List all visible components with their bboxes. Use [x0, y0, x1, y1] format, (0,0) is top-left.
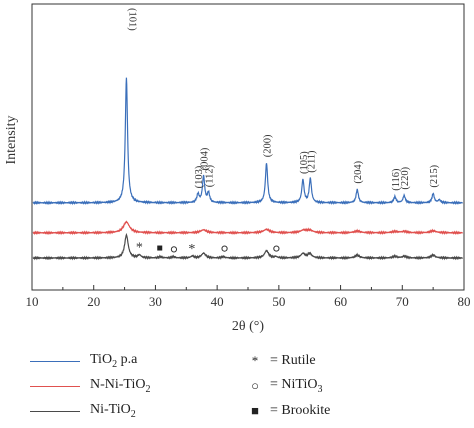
legend-label-ni-tio2: Ni-TiO2	[90, 402, 136, 420]
legend-item-ni-tio2: Ni-TiO2	[30, 400, 136, 422]
x-tick-label-80: 80	[458, 294, 471, 309]
y-axis-label: Intensity	[4, 116, 19, 165]
series-line-ni-tio2	[32, 232, 464, 261]
legend-label-rutile: = Rutile	[270, 353, 316, 368]
peak-label-211: (211)	[306, 150, 317, 173]
x-tick-label-70: 70	[396, 294, 409, 309]
x-tick-label-10: 10	[26, 294, 39, 309]
peak-label-220: (220)	[400, 166, 411, 189]
peak-label-101: (101)	[126, 8, 137, 31]
peak-label-105: (105)	[299, 151, 310, 174]
x-tick-label-50: 50	[272, 294, 285, 309]
x-tick-label-40: 40	[211, 294, 224, 309]
legend-label-brookite: = Brookite	[270, 403, 331, 418]
phase-marker-nitio3-5	[273, 245, 280, 252]
plot-frame	[31, 3, 465, 291]
legend-item-brookite: ■ = Brookite	[248, 400, 330, 422]
phase-marker-rutile-0: *	[136, 241, 143, 256]
legend: TiO2 p.a N-Ni-TiO2 Ni-TiO2 * = Rutile ○ …	[0, 344, 474, 428]
x-axis-label: 2θ (°)	[232, 319, 264, 334]
legend-label-nitio3: = NiTiO3	[270, 377, 323, 395]
legend-item-rutile: * = Rutile	[248, 350, 316, 372]
peak-label-215: (215)	[429, 164, 440, 187]
plot-area: 10 20 30 40 50 60 70 80 (101) (103)(004)(112) (200…	[26, 3, 471, 309]
legend-item-nitio3: ○ = NiTiO3	[248, 375, 322, 397]
peak-label-103: (103)	[194, 165, 205, 188]
peak-label-200: (200)	[263, 134, 274, 157]
legend-item-tio2-pa: TiO2 p.a	[30, 350, 137, 372]
series-line-n-ni-tio2	[32, 220, 464, 236]
peak-label-112: (112)	[205, 164, 216, 187]
series-line-tio2-p-a	[32, 77, 464, 206]
xrd-chart: Intensity 10 20 30 40 50 60 70 80 (101) (103)(004…	[4, 3, 471, 334]
peak-label-204: (204)	[353, 160, 364, 183]
peak-label-004: (004)	[200, 147, 211, 170]
phase-marker-nitio3-3	[170, 246, 178, 253]
peak-label-116: (116)	[391, 168, 402, 191]
nitio3-marker-icon: ○	[251, 378, 259, 393]
rutile-marker-icon: *	[251, 353, 259, 368]
phase-marker-rutile-1: *	[188, 242, 195, 257]
legend-line-ni-tio2	[30, 410, 80, 412]
legend-line-tio2-pa	[30, 360, 80, 362]
legend-label-n-ni-tio2: N-Ni-TiO2	[90, 377, 151, 395]
x-tick-label-20: 20	[87, 294, 100, 309]
brookite-marker-icon: ■	[251, 403, 259, 418]
legend-item-n-ni-tio2: N-Ni-TiO2	[30, 375, 151, 397]
phase-marker-brookite-2	[157, 245, 163, 251]
legend-label-tio2-pa: TiO2 p.a	[90, 352, 138, 370]
x-tick-label-30: 30	[149, 294, 162, 309]
phase-marker-nitio3-4	[221, 245, 228, 252]
x-tick-label-60: 60	[334, 294, 347, 309]
legend-line-n-ni-tio2	[30, 385, 80, 387]
